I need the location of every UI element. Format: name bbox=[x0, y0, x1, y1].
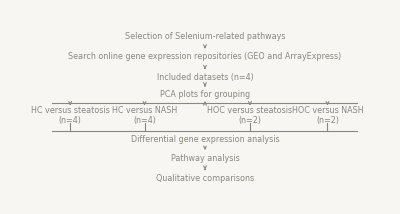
Text: Pathway analysis: Pathway analysis bbox=[171, 154, 239, 163]
Text: Included datasets (n=4): Included datasets (n=4) bbox=[157, 73, 253, 82]
Text: HC versus NASH
(n=4): HC versus NASH (n=4) bbox=[112, 106, 177, 125]
Text: Search online gene expression repositories (GEO and ArrayExpress): Search online gene expression repositori… bbox=[68, 52, 342, 61]
Text: HC versus steatosis
(n=4): HC versus steatosis (n=4) bbox=[31, 106, 110, 125]
Text: HOC versus NASH
(n=2): HOC versus NASH (n=2) bbox=[292, 106, 363, 125]
Text: HOC versus steatosis
(n=2): HOC versus steatosis (n=2) bbox=[207, 106, 292, 125]
Text: PCA plots for grouping: PCA plots for grouping bbox=[160, 90, 250, 99]
Text: Selection of Selenium-related pathways: Selection of Selenium-related pathways bbox=[125, 32, 285, 41]
Text: Qualitative comparisons: Qualitative comparisons bbox=[156, 174, 254, 183]
Text: Differential gene expression analysis: Differential gene expression analysis bbox=[131, 135, 279, 144]
